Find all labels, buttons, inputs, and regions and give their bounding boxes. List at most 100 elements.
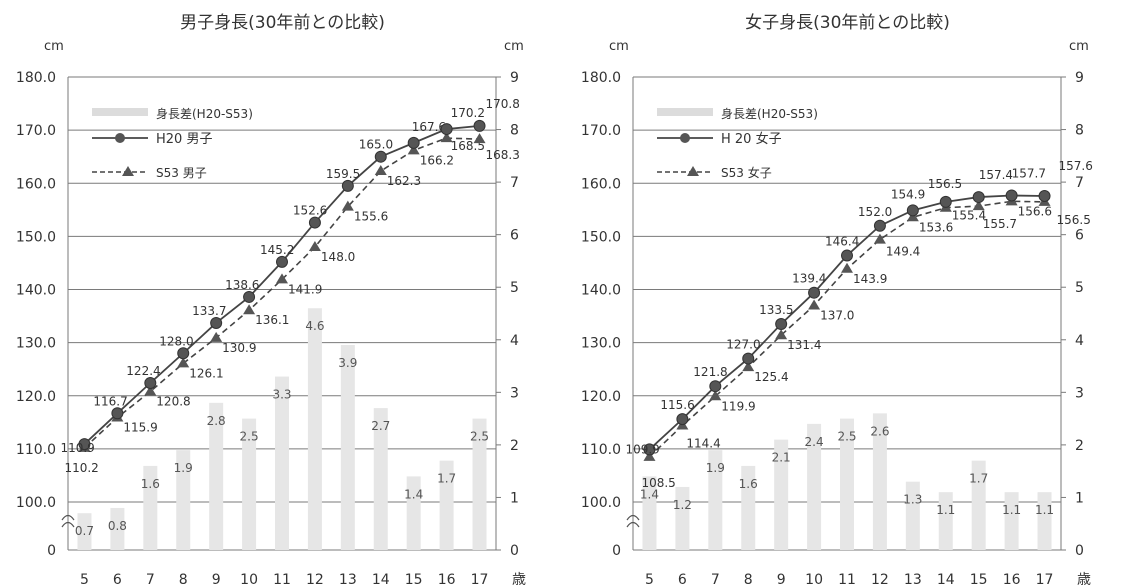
y-unit-right: cm	[1069, 39, 1089, 54]
axis-break-icon	[626, 514, 640, 528]
x-tick-label: 8	[179, 572, 188, 588]
bar	[971, 460, 986, 550]
bar	[472, 418, 487, 550]
legend-marker-h20	[115, 133, 125, 143]
bar-data-label: 3.9	[338, 356, 357, 370]
x-tick-label: 11	[273, 572, 291, 588]
bar-data-label: 1.1	[936, 503, 955, 517]
h20-marker	[808, 286, 821, 299]
h20-data-label: 121.8	[693, 365, 727, 379]
h20-marker	[939, 195, 952, 208]
y-tick-label-right: 4	[1075, 333, 1084, 349]
x-tick-label: 15	[970, 572, 988, 588]
chart-canvas: cm cm 0 100.0 110.0 120.0 130.0 140.0 150.0 160.0…	[16, 39, 526, 588]
s53-data-label: 148.0	[321, 250, 355, 264]
x-tick-label: 9	[777, 572, 786, 588]
s53-data-label: 136.1	[255, 313, 289, 327]
s53-marker	[972, 200, 985, 211]
h20-data-label: 122.4	[126, 364, 160, 378]
s53-data-label: 120.8	[156, 395, 190, 409]
bar	[77, 513, 92, 550]
s53-data-label: 126.1	[189, 366, 223, 380]
bar	[1037, 492, 1052, 550]
y-tick-label-right: 3	[1075, 385, 1084, 401]
x-unit: 歳	[1077, 572, 1091, 588]
y-tick-label-right: 8	[510, 123, 519, 139]
h20-marker	[775, 318, 788, 331]
h20-marker	[742, 352, 755, 365]
h20-data-label: 157.7	[1012, 166, 1046, 180]
h20-marker	[972, 191, 985, 204]
bar	[872, 413, 887, 550]
bar	[176, 450, 191, 550]
h20-data-label: 127.0	[726, 338, 760, 352]
s53-marker	[473, 133, 486, 144]
y-tick-label-right: 5	[510, 280, 519, 296]
h20-data-label: 116.7	[93, 394, 127, 408]
bar-data-label: 4.6	[305, 319, 324, 333]
x-tick-label: 11	[838, 572, 856, 588]
bar	[774, 439, 789, 550]
x-tick-label: 14	[372, 572, 390, 588]
chart-title: 男子身長(30年前との比較)	[180, 13, 385, 33]
s53-marker	[643, 450, 656, 461]
h20-data-label: 165.0	[359, 138, 393, 152]
h20-data-label: 133.5	[759, 303, 793, 317]
h20-data-label: 152.6	[293, 204, 327, 218]
s53-data-label: 155.6	[354, 210, 388, 224]
x-tick-label: 13	[339, 572, 357, 588]
bar-data-label: 3.3	[272, 388, 291, 402]
bar-data-label: 2.5	[240, 430, 259, 444]
x-tick-label: 16	[1003, 572, 1021, 588]
bar	[675, 486, 690, 550]
bar	[807, 423, 822, 550]
h20-marker	[210, 316, 223, 329]
y-tick-label-left: 140.0	[16, 283, 56, 299]
h20-data-label: 128.0	[159, 334, 193, 348]
y-unit-left: cm	[609, 39, 629, 54]
h20-marker	[643, 443, 656, 456]
h20-marker	[841, 249, 853, 262]
bar-data-label: 1.2	[673, 498, 692, 512]
legend-bar-swatch	[657, 108, 713, 116]
bar-data-label: 1.4	[640, 487, 659, 501]
y-tick-label-left: 150.0	[16, 229, 56, 245]
h20-marker	[473, 119, 486, 132]
legend-label-h20: H 20 女子	[721, 131, 782, 147]
s53-marker	[808, 299, 821, 310]
y-tick-label-left: 170.0	[16, 123, 56, 139]
y-tick-label-left: 150.0	[581, 229, 621, 245]
h20-data-label: 145.2	[260, 243, 294, 257]
h20-data-label: 115.6	[660, 398, 694, 412]
h20-data-label: 157.6	[1059, 159, 1093, 173]
s53-marker	[243, 304, 256, 315]
x-tick-label: 15	[405, 572, 423, 588]
bar	[110, 507, 125, 550]
bar	[275, 376, 289, 550]
y-tick-label-right: 6	[510, 228, 519, 244]
y-tick-label-right: 9	[510, 70, 519, 86]
s53-marker	[276, 273, 288, 284]
bar-data-label: 2.5	[837, 430, 856, 444]
s53-marker	[440, 132, 453, 143]
legend-label-s53: S53 男子	[156, 166, 207, 180]
y-tick-label-right: 5	[1075, 280, 1084, 296]
x-tick-label: 13	[904, 572, 922, 588]
girls-height-chart: cm cm 0 100.0 110.0 120.0 130.0 140.0 150.0 160.0…	[565, 0, 1130, 588]
bar-data-label: 1.1	[1002, 503, 1021, 517]
bar	[340, 345, 355, 550]
s53-marker	[742, 361, 755, 372]
s53-marker	[873, 233, 886, 244]
y-tick-label-left: 160.0	[581, 176, 621, 192]
h20-data-label: 167.6	[412, 120, 446, 134]
bar-data-label: 0.7	[75, 524, 94, 538]
y-tick-label-left: 110.0	[581, 442, 621, 458]
s53-data-label: 156.6	[1018, 204, 1052, 218]
bar-data-label: 1.3	[903, 493, 922, 507]
s53-marker	[144, 385, 157, 396]
x-tick-label: 6	[678, 572, 687, 588]
y-tick-label-right: 7	[510, 175, 519, 191]
bar-data-label: 1.4	[404, 487, 423, 501]
h20-marker	[906, 204, 919, 217]
s53-data-label: 115.9	[123, 421, 157, 435]
